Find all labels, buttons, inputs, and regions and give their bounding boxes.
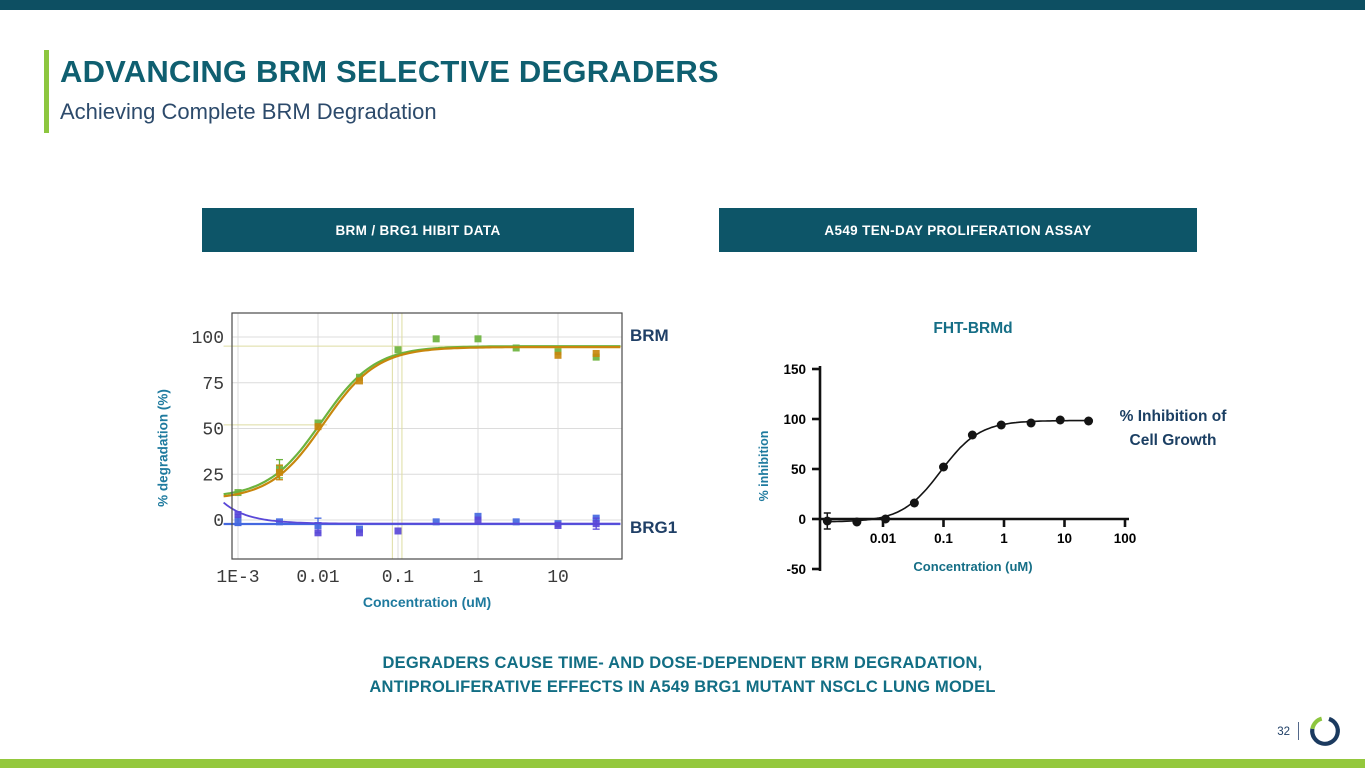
proliferation-chart-title: FHT-BRMd [933,320,1013,337]
caption-line-2: ANTIPROLIFERATIVE EFFECTS IN A549 BRG1 M… [369,677,996,696]
hibit-dose-response-chart: 0 25 50 75 100 1E-3 0.01 0.1 1 10 % degradation (… [150,300,710,620]
svg-text:50: 50 [202,421,224,441]
annotation-line-1: % Inhibition of [1119,408,1227,425]
svg-text:10: 10 [1057,531,1072,546]
footer-divider [1298,722,1299,740]
svg-text:1: 1 [473,568,484,588]
svg-text:100: 100 [1114,531,1137,546]
top-accent-bar [0,0,1365,10]
proliferation-chart-plot: -50 0 50 100 150 0.01 0.1 1 10 100 [783,362,1136,577]
bottom-accent-bar [0,759,1365,768]
svg-text:1E-3: 1E-3 [216,568,259,588]
prolif-tick-labels: -50 0 50 100 150 0.01 0.1 1 10 100 [783,362,1136,577]
hibit-chart-plot: 0 25 50 75 100 1E-3 0.01 0.1 1 10 [192,312,623,588]
svg-text:25: 25 [202,466,224,486]
svg-text:100: 100 [192,329,224,349]
svg-text:150: 150 [783,362,806,377]
svg-text:75: 75 [202,375,224,395]
brm-series-label: BRM [630,326,669,345]
page-subtitle: Achieving Complete BRM Degradation [60,99,437,124]
svg-text:0.01: 0.01 [296,568,339,588]
series-FHT-BRMd [822,415,1094,530]
svg-text:50: 50 [791,462,806,477]
svg-text:0.1: 0.1 [382,568,414,588]
banner-proliferation-assay: A549 TEN-DAY PROLIFERATION ASSAY [719,208,1197,252]
svg-text:0.01: 0.01 [870,531,897,546]
annotation-line-2: Cell Growth [1129,432,1217,449]
svg-text:10: 10 [547,568,569,588]
hibit-tick-labels: 0 25 50 75 100 1E-3 0.01 0.1 1 10 [192,329,569,588]
proliferation-y-axis-label: % inhibition [757,430,771,502]
banner-hibit-label: BRM / BRG1 HIBIT DATA [335,222,501,238]
hibit-y-axis-label: % degradation (%) [155,389,171,507]
banner-proliferation-label: A549 TEN-DAY PROLIFERATION ASSAY [824,222,1092,238]
cell-growth-annotation: % Inhibition of Cell Growth [1073,405,1273,453]
slide-footer: 32 [1260,712,1350,752]
series-BRM (orange) [223,345,621,498]
proliferation-chart: -50 0 50 100 150 0.01 0.1 1 10 100 FHT-BRMd % inh… [740,310,1300,590]
svg-text:0: 0 [798,512,806,527]
prolif-axes [812,366,1129,571]
svg-text:0.1: 0.1 [934,531,953,546]
page-number: 32 [1277,726,1290,738]
hibit-x-axis-label: Concentration (uM) [362,594,492,610]
slide-caption: DEGRADERS CAUSE TIME- AND DOSE-DEPENDENT… [150,652,1215,699]
brg1-series-label: BRG1 [630,518,678,537]
title-accent-bar [44,50,49,133]
caption-line-1: DEGRADERS CAUSE TIME- AND DOSE-DEPENDENT… [382,654,983,672]
svg-text:-50: -50 [786,562,806,577]
page-title: ADVANCING BRM SELECTIVE DEGRADERS [60,54,719,89]
series-BRG1 (purple) [223,501,621,537]
svg-text:1: 1 [1000,531,1008,546]
proliferation-x-axis-label: Concentration (uM) [913,559,1033,574]
svg-text:0: 0 [213,512,224,532]
banner-hibit-data: BRM / BRG1 HIBIT DATA [202,208,634,252]
ring-logo-icon [1310,716,1340,746]
svg-text:100: 100 [783,412,806,427]
